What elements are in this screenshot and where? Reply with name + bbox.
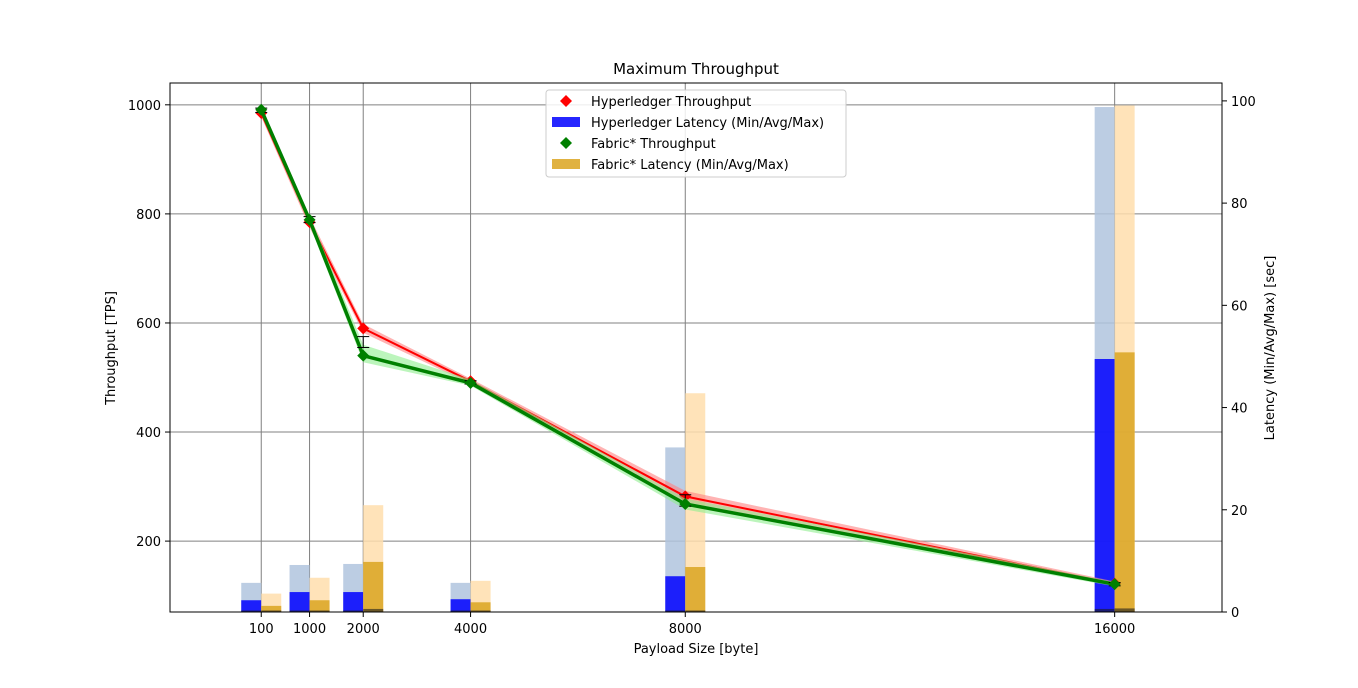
latency-bar-group [241,107,1115,613]
x-axis-label: Payload Size [byte] [634,642,759,657]
latency-min-bar [470,610,491,612]
latency-avg-bar [450,599,471,612]
y2-tick-label: 100 [1231,95,1256,110]
throughput-line [259,109,1115,586]
legend: Hyperledger Throughput Hyperledger Latenc… [545,89,847,178]
legend-swatch [552,159,580,169]
legend-item: Hyperledger Throughput [560,95,751,110]
plot-frame [169,82,1223,613]
latency-avg-bar [343,592,364,612]
chart-title: Maximum Throughput [613,60,779,78]
legend-label: Hyperledger Latency (Min/Avg/Max) [591,116,824,131]
latency-avg-bar [363,561,384,612]
latency-min-bar [343,610,364,612]
y-axis-label: Throughput [TPS] [104,291,119,406]
throughput-point [357,349,370,362]
y2-tick-label: 40 [1231,402,1248,417]
latency-min-bar [1114,608,1135,612]
legend-label: Fabric* Latency (Min/Avg/Max) [591,158,789,173]
y2-axis-label: Latency (Min/Avg/Max) [sec] [1263,256,1278,441]
y-tick-label: 1000 [128,99,161,114]
legend-item: Hyperledger Latency (Min/Avg/Max) [552,116,824,131]
latency-avg-bar [685,567,706,612]
legend-label: Fabric* Throughput [591,137,716,152]
x-tick-label: 8000 [669,622,702,637]
legend-box [545,89,847,178]
y2-tick-label: 20 [1231,504,1248,519]
legend-label: Hyperledger Throughput [591,95,751,110]
latency-avg-bar [470,602,491,612]
legend-swatch [552,117,580,127]
latency-avg-bar [1114,352,1135,612]
latency-avg-bar [289,592,310,612]
latency-min-bar [665,610,686,612]
y2-tick-label: 0 [1231,606,1239,621]
latency-min-bar [363,608,384,612]
throughput-point [357,322,370,335]
x-tick-label: 16000 [1094,622,1135,637]
latency-min-bar [309,610,330,612]
legend-item: Fabric* Throughput [560,137,716,152]
latency-min-bar [450,610,471,612]
throughput-point [1108,578,1121,591]
latency-min-bar [289,610,310,612]
latency-bar-group [261,105,1135,612]
latency-avg-bar [1094,359,1115,612]
latency-avg-bar [309,600,330,612]
y2-tick-label: 80 [1231,197,1248,212]
latency-avg-bar [241,600,262,612]
legend-marker [560,95,572,107]
legend-marker [560,137,572,149]
y-tick-label: 800 [136,208,161,223]
y2-tick-label: 60 [1231,299,1248,314]
latency-min-bar [261,610,282,612]
throughput-point [255,103,268,116]
x-tick-label: 100 [249,622,274,637]
latency-min-bar [241,610,262,612]
throughput-point [464,376,477,389]
x-tick-label: 4000 [454,622,487,637]
latency-bars [241,105,1135,613]
latency-avg-bar [261,605,282,612]
latency-avg-bar [665,576,686,612]
latency-min-bar [685,610,706,612]
throughput-series [255,103,1121,591]
y-tick-label: 200 [136,535,161,550]
x-tick-label: 1000 [293,622,326,637]
throughput-point [679,498,692,511]
throughput-lines [255,103,1121,591]
x-tick-label: 2000 [347,622,380,637]
y-tick-label: 400 [136,426,161,441]
legend-item: Fabric* Latency (Min/Avg/Max) [552,158,789,173]
axes: 100 1000 2000 4000 8000 160002004006008001000… [128,95,1256,637]
latency-min-bar [1094,608,1115,612]
y-tick-label: 600 [136,317,161,332]
throughput-point [303,213,316,226]
